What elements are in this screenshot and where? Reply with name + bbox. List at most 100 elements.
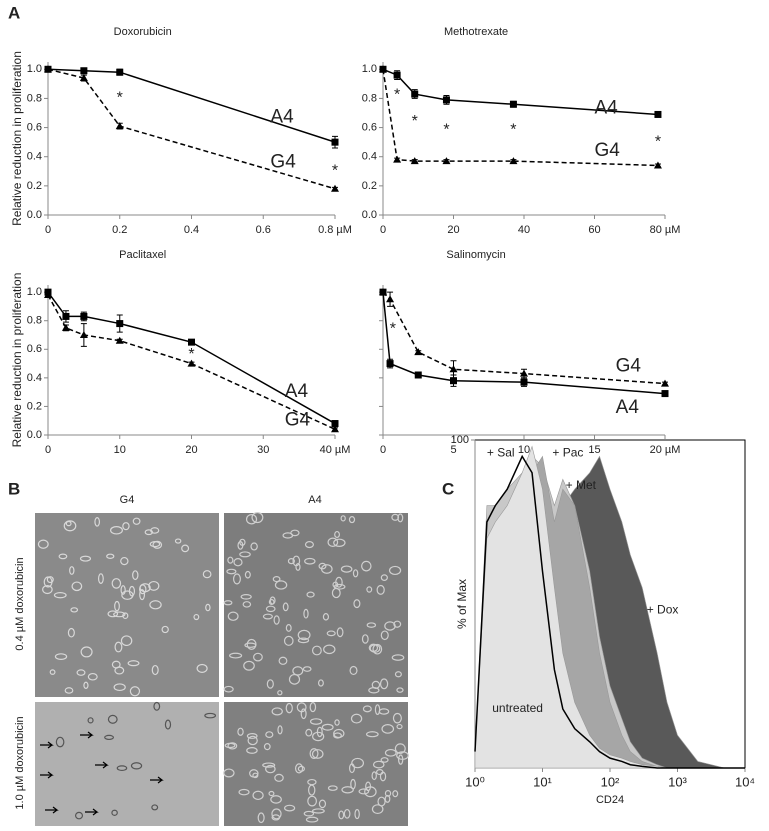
cell: [113, 611, 126, 618]
cell: [340, 565, 353, 573]
marker: [79, 74, 88, 82]
marker: [520, 378, 528, 386]
cell: [265, 764, 276, 774]
y-tick-label: 100: [451, 434, 469, 446]
line: [47, 68, 336, 190]
marker: [386, 360, 394, 368]
arrow: [85, 808, 99, 816]
arrow: [45, 806, 59, 814]
micrograph: [35, 513, 219, 697]
cell: [87, 672, 98, 681]
cell: [380, 757, 389, 763]
cell: [309, 748, 319, 759]
cell: [245, 514, 258, 525]
cell: [64, 687, 74, 694]
marker: [653, 161, 662, 169]
cell: [285, 702, 293, 714]
cell: [397, 513, 404, 523]
cell: [247, 735, 258, 746]
cell: [366, 622, 377, 628]
cell: [204, 712, 217, 719]
cell: [113, 683, 126, 692]
x-tick-label: 10¹: [533, 774, 552, 789]
cell: [397, 754, 404, 765]
cell: [164, 719, 172, 730]
cell: [384, 748, 397, 757]
cell: [271, 814, 281, 821]
cell: [371, 771, 377, 781]
cell: [372, 643, 383, 655]
marker: [80, 312, 88, 320]
series-label: G4: [595, 140, 621, 161]
cell: [341, 786, 354, 794]
cell: [361, 560, 372, 572]
cell: [114, 666, 125, 675]
marker: [116, 320, 124, 328]
cell: [223, 685, 234, 693]
cell: [120, 635, 133, 647]
cell: [263, 743, 271, 751]
series-label: + Pac: [552, 445, 583, 459]
cell: [300, 708, 307, 720]
cell: [295, 563, 301, 571]
panel-label: A: [8, 3, 20, 22]
x-tick-label: 20: [447, 224, 459, 236]
cell: [309, 718, 323, 725]
marker: [386, 295, 395, 303]
cell: [161, 625, 169, 634]
annotation: *: [394, 87, 400, 104]
cell: [67, 627, 75, 638]
cell: [317, 679, 324, 687]
cell: [384, 790, 392, 797]
cell: [80, 646, 93, 658]
column-label: G4: [120, 494, 135, 506]
cell: [87, 717, 94, 724]
y-tick-label: 0.6: [27, 343, 42, 355]
series-label: A4: [595, 98, 619, 119]
cell: [227, 611, 239, 621]
cell: [335, 576, 343, 588]
marker: [654, 110, 662, 118]
cell: [139, 584, 147, 595]
cell: [253, 652, 263, 662]
cell: [224, 742, 236, 749]
marker: [62, 312, 70, 320]
cell: [351, 757, 365, 769]
x-tick-label: 5: [450, 444, 456, 456]
series-label: A4: [616, 397, 640, 418]
arrow: [40, 771, 54, 779]
cell: [391, 654, 405, 661]
cell: [334, 719, 340, 726]
cell: [333, 538, 346, 547]
cell: [149, 600, 162, 610]
cell: [120, 556, 129, 566]
y-axis-label: % of Max: [455, 579, 469, 629]
cell: [272, 575, 281, 583]
annotation: *: [655, 133, 661, 150]
marker: [414, 371, 422, 379]
cell: [121, 590, 134, 600]
arrow: [95, 761, 109, 769]
cell: [120, 585, 126, 595]
cell: [354, 808, 360, 820]
cell: [311, 808, 325, 814]
cell: [323, 644, 336, 655]
cell: [343, 808, 351, 819]
cell: [394, 743, 406, 754]
x-tick-label: 10: [114, 444, 126, 456]
cell: [227, 556, 234, 564]
cell: [265, 731, 274, 738]
marker: [509, 157, 518, 165]
cell: [379, 678, 389, 690]
series-label: G4: [270, 152, 296, 173]
line: [47, 68, 336, 143]
series-label: + Dox: [647, 603, 679, 617]
line: [47, 294, 336, 430]
cell: [307, 795, 317, 807]
cell: [292, 666, 304, 676]
series-label: G4: [616, 355, 642, 376]
series-label: + Sal: [487, 445, 515, 459]
cell: [242, 601, 252, 608]
x-tick-label: 0: [380, 444, 386, 456]
cell: [380, 574, 388, 581]
